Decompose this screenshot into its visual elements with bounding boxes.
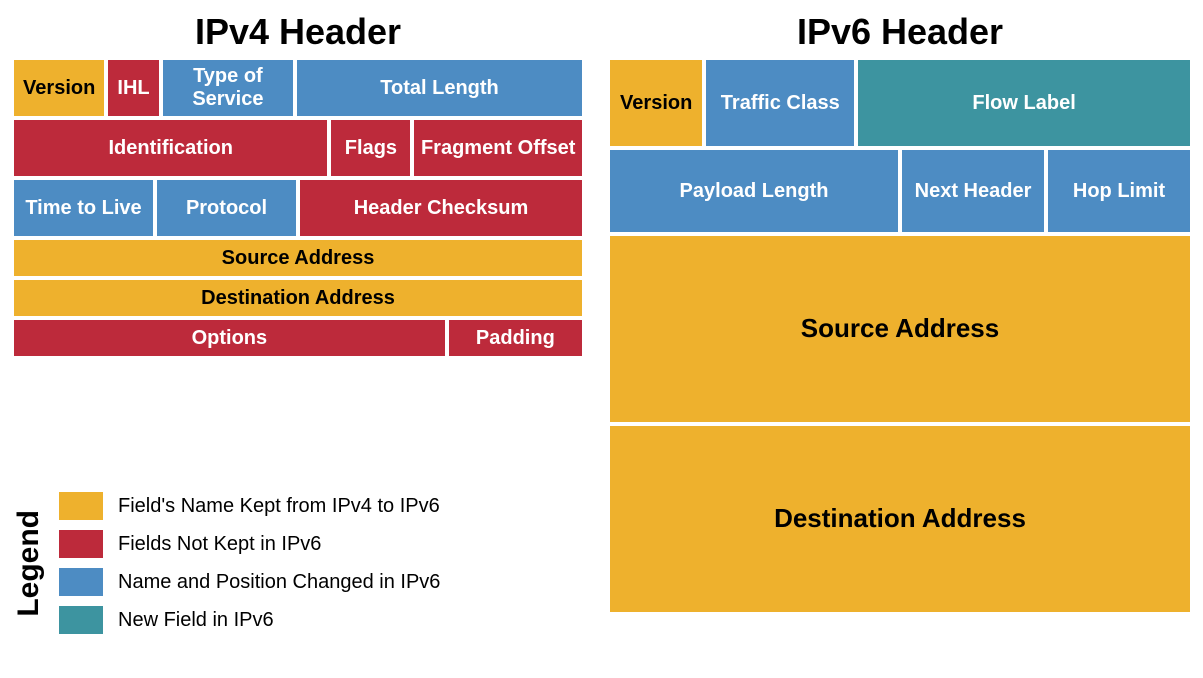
ipv6-grid: VersionTraffic ClassFlow LabelPayload Le… <box>608 58 1192 614</box>
ipv6-panel: IPv6 Header VersionTraffic ClassFlow Lab… <box>608 6 1192 614</box>
ipv4-field: Type of Service <box>161 58 295 118</box>
ipv4-row: Source Address <box>12 238 584 278</box>
ipv4-title: IPv4 Header <box>12 6 584 58</box>
legend-label: Fields Not Kept in IPv6 <box>118 533 321 556</box>
ipv4-field: Time to Live <box>12 178 155 238</box>
ipv4-field: Fragment Offset <box>412 118 584 178</box>
ipv6-field: Source Address <box>608 234 1192 424</box>
ipv6-field: Hop Limit <box>1046 148 1192 234</box>
legend-row: Field's Name Kept from IPv4 to IPv6 <box>58 491 440 521</box>
legend-row: New Field in IPv6 <box>58 605 440 635</box>
legend: Legend Field's Name Kept from IPv4 to IP… <box>12 478 572 648</box>
ipv6-row: Destination Address <box>608 424 1192 614</box>
legend-items: Field's Name Kept from IPv4 to IPv6 Field… <box>58 491 440 635</box>
ipv4-row: VersionIHLType of ServiceTotal Length <box>12 58 584 118</box>
ipv6-field: Traffic Class <box>704 58 856 148</box>
ipv6-field: Next Header <box>900 148 1046 234</box>
ipv4-row: OptionsPadding <box>12 318 584 358</box>
ipv4-row: Destination Address <box>12 278 584 318</box>
ipv4-field: Destination Address <box>12 278 584 318</box>
ipv4-row: Time to LiveProtocolHeader Checksum <box>12 178 584 238</box>
ipv6-field: Payload Length <box>608 148 900 234</box>
ipv6-field: Flow Label <box>856 58 1192 148</box>
ipv4-field: Header Checksum <box>298 178 584 238</box>
ipv6-row: Payload LengthNext HeaderHop Limit <box>608 148 1192 234</box>
legend-swatch <box>58 491 104 521</box>
ipv6-title: IPv6 Header <box>608 6 1192 58</box>
ipv4-field: IHL <box>106 58 160 118</box>
ipv4-field: Version <box>12 58 106 118</box>
ipv4-field: Padding <box>447 318 584 358</box>
legend-row: Name and Position Changed in IPv6 <box>58 567 440 597</box>
ipv6-row: VersionTraffic ClassFlow Label <box>608 58 1192 148</box>
ipv6-field: Version <box>608 58 704 148</box>
ipv4-field: Source Address <box>12 238 584 278</box>
ipv6-field: Destination Address <box>608 424 1192 614</box>
ipv4-field: Flags <box>329 118 412 178</box>
ipv4-field: Identification <box>12 118 329 178</box>
ipv6-row: Source Address <box>608 234 1192 424</box>
ipv4-field: Options <box>12 318 447 358</box>
legend-row: Fields Not Kept in IPv6 <box>58 529 440 559</box>
ipv4-field: Total Length <box>295 58 584 118</box>
legend-label: Field's Name Kept from IPv4 to IPv6 <box>118 495 440 518</box>
ipv4-panel: IPv4 Header VersionIHLType of ServiceTot… <box>12 6 584 358</box>
legend-label: New Field in IPv6 <box>118 609 274 632</box>
legend-swatch <box>58 529 104 559</box>
legend-swatch <box>58 605 104 635</box>
ipv4-grid: VersionIHLType of ServiceTotal LengthIde… <box>12 58 584 358</box>
legend-title: Legend <box>12 510 46 617</box>
ipv4-field: Protocol <box>155 178 298 238</box>
legend-label: Name and Position Changed in IPv6 <box>118 571 440 594</box>
legend-swatch <box>58 567 104 597</box>
ipv4-row: IdentificationFlagsFragment Offset <box>12 118 584 178</box>
